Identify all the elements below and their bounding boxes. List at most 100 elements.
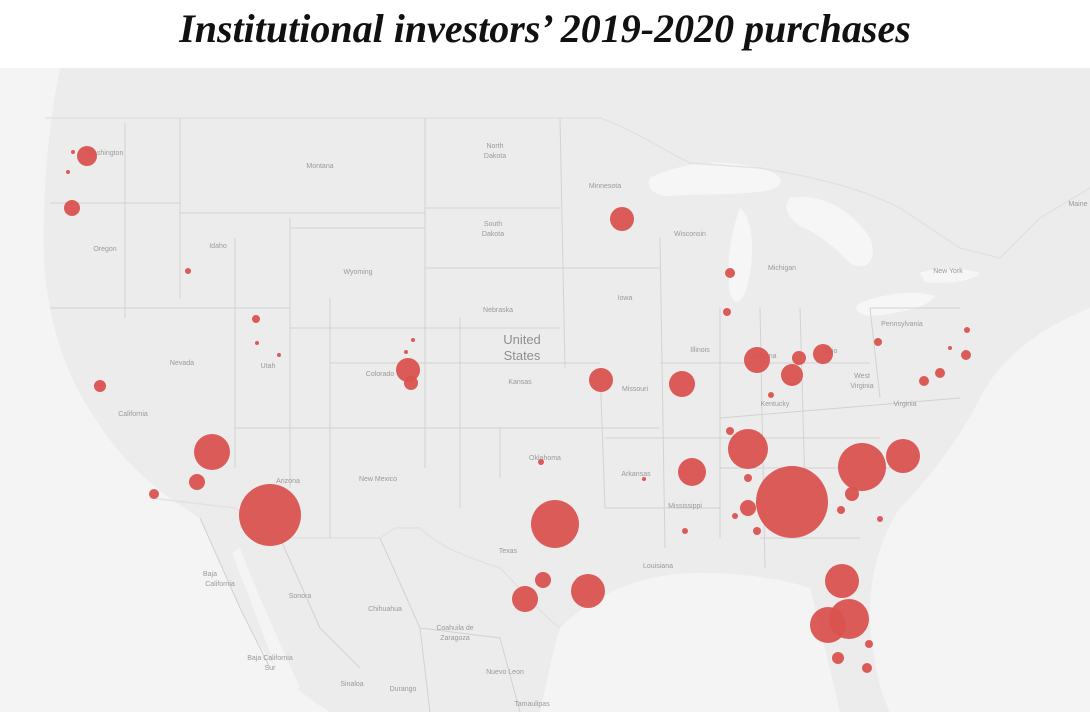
region-label: South [484, 221, 502, 228]
region-label: Nebraska [483, 307, 513, 314]
purchase-bubble[interactable] [239, 484, 301, 546]
purchase-bubble[interactable] [678, 458, 706, 486]
purchase-bubble[interactable] [961, 350, 971, 360]
purchase-bubble[interactable] [723, 308, 731, 316]
region-label: Texas [499, 548, 518, 555]
purchase-bubble[interactable] [813, 344, 833, 364]
region-label: Mississippi [668, 503, 702, 510]
purchase-bubble[interactable] [411, 338, 415, 342]
region-label: Virginia [850, 383, 873, 390]
purchase-bubble[interactable] [535, 572, 551, 588]
country-label-line1: United [503, 332, 541, 347]
region-label: Sinaloa [340, 681, 363, 688]
region-label: Idaho [209, 243, 227, 250]
region-label: Zaragoza [440, 635, 470, 642]
purchase-bubble[interactable] [94, 380, 106, 392]
purchase-bubble[interactable] [865, 640, 873, 648]
region-label: New York [933, 268, 963, 275]
purchase-bubble[interactable] [740, 500, 756, 516]
region-label: West [854, 373, 870, 380]
purchase-bubble[interactable] [669, 371, 695, 397]
region-label: Wisconsin [674, 231, 706, 238]
purchase-bubble[interactable] [753, 527, 761, 535]
purchase-bubble[interactable] [948, 346, 952, 350]
purchase-bubble[interactable] [64, 200, 80, 216]
purchase-bubble[interactable] [728, 429, 768, 469]
water-bodies [0, 68, 1090, 712]
purchase-bubble[interactable] [538, 459, 544, 465]
purchase-bubble[interactable] [744, 347, 770, 373]
region-label: Dakota [482, 231, 504, 238]
purchase-bubble[interactable] [512, 586, 538, 612]
region-label: Oklahoma [529, 455, 561, 462]
purchase-bubble[interactable] [194, 434, 230, 470]
purchase-bubble[interactable] [874, 338, 882, 346]
region-label: Minnesota [589, 183, 621, 190]
purchase-bubble[interactable] [726, 427, 734, 435]
region-label: Iowa [618, 295, 633, 302]
region-label: North [486, 143, 503, 150]
purchase-bubbles[interactable] [64, 146, 971, 673]
region-label: Arkansas [621, 471, 651, 478]
purchase-bubble[interactable] [845, 487, 859, 501]
purchase-bubble[interactable] [825, 564, 859, 598]
region-label: Chihuahua [368, 606, 402, 613]
purchase-bubble[interactable] [642, 477, 646, 481]
purchase-bubble[interactable] [862, 663, 872, 673]
region-label: Tamaulipas [514, 701, 550, 708]
purchase-bubble[interactable] [877, 516, 883, 522]
purchase-bubble[interactable] [832, 652, 844, 664]
purchase-bubble[interactable] [829, 599, 869, 639]
region-label: Nevada [170, 360, 194, 367]
region-label: Kansas [508, 379, 532, 386]
purchase-bubble[interactable] [744, 474, 752, 482]
purchase-bubble[interactable] [571, 574, 605, 608]
purchase-bubble[interactable] [185, 268, 191, 274]
region-label: Pennsylvania [881, 321, 923, 328]
region-label: Colorado [366, 371, 395, 378]
purchase-bubble[interactable] [149, 489, 159, 499]
purchase-bubble[interactable] [77, 146, 97, 166]
us-map[interactable]: Washington Montana North Dakota Minnesota Ore… [0, 68, 1090, 712]
country-label-line2: States [504, 348, 541, 363]
purchase-bubble[interactable] [531, 500, 579, 548]
purchase-bubble[interactable] [255, 341, 259, 345]
purchase-bubble[interactable] [781, 364, 803, 386]
map-container[interactable]: Washington Montana North Dakota Minnesota Ore… [0, 68, 1090, 712]
region-label: New Mexico [359, 476, 397, 483]
purchase-bubble[interactable] [404, 350, 408, 354]
region-label: Baja [203, 571, 217, 578]
purchase-bubble[interactable] [838, 443, 886, 491]
purchase-bubble[interactable] [732, 513, 738, 519]
purchase-bubble[interactable] [682, 528, 688, 534]
purchase-bubble[interactable] [935, 368, 945, 378]
purchase-bubble[interactable] [837, 506, 845, 514]
purchase-bubble[interactable] [756, 466, 828, 538]
map-title: Institutional investors’ 2019-2020 purch… [179, 6, 911, 51]
purchase-bubble[interactable] [886, 439, 920, 473]
purchase-bubble[interactable] [189, 474, 205, 490]
region-label: Coahuila de [436, 625, 473, 632]
region-label: Illinois [690, 347, 710, 354]
purchase-bubble[interactable] [252, 315, 260, 323]
region-label: Arizona [276, 478, 300, 485]
region-label: Sur [265, 665, 277, 672]
purchase-bubble[interactable] [396, 358, 420, 382]
region-label: Nuevo Leon [486, 669, 524, 676]
purchase-bubble[interactable] [919, 376, 929, 386]
region-label: California [205, 581, 235, 588]
purchase-bubble[interactable] [71, 150, 75, 154]
purchase-bubble[interactable] [768, 392, 774, 398]
purchase-bubble[interactable] [725, 268, 735, 278]
region-label: Dakota [484, 153, 506, 160]
region-label: Baja California [247, 655, 293, 662]
purchase-bubble[interactable] [66, 170, 70, 174]
region-label: Michigan [768, 265, 796, 272]
purchase-bubble[interactable] [404, 376, 418, 390]
purchase-bubble[interactable] [792, 351, 806, 365]
purchase-bubble[interactable] [589, 368, 613, 392]
purchase-bubble[interactable] [964, 327, 970, 333]
purchase-bubble[interactable] [610, 207, 634, 231]
region-label: Durango [390, 686, 417, 693]
purchase-bubble[interactable] [277, 353, 281, 357]
